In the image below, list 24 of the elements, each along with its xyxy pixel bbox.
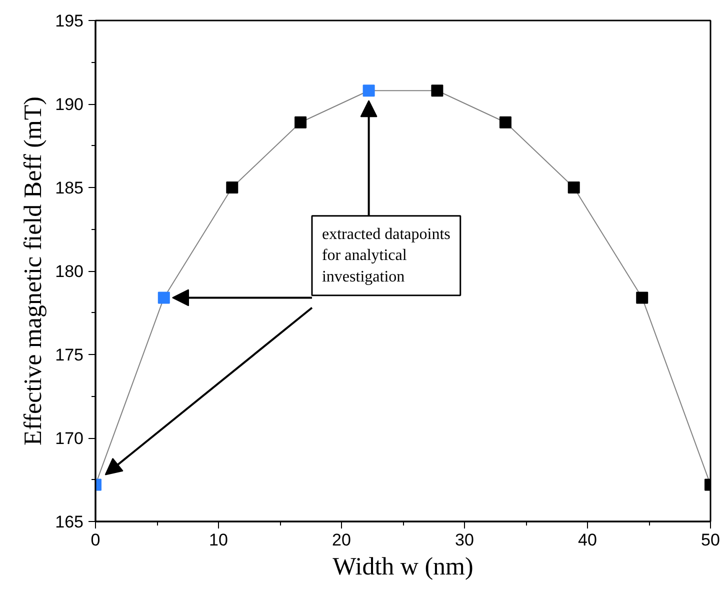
x-tick-label: 0 bbox=[90, 530, 100, 550]
point bbox=[226, 182, 238, 194]
point bbox=[158, 292, 170, 304]
point bbox=[636, 292, 648, 304]
annotation: extracted datapoints for analytical investigation bbox=[322, 226, 450, 286]
y-tick-label: 165 bbox=[55, 512, 84, 532]
x-tick-label: 20 bbox=[332, 530, 351, 550]
x-tick-label: 10 bbox=[209, 530, 228, 550]
x-tick-label: 30 bbox=[455, 530, 474, 550]
x-axis-title: Width w (nm) bbox=[332, 554, 474, 580]
x-tick-label: 40 bbox=[578, 530, 597, 550]
point bbox=[294, 116, 307, 128]
point bbox=[499, 116, 512, 128]
x-tick-label: 50 bbox=[701, 530, 720, 550]
y-tick-label: 185 bbox=[55, 178, 84, 198]
y-tick-label: 190 bbox=[55, 95, 84, 114]
point bbox=[362, 84, 375, 97]
y-tick-label: 175 bbox=[55, 346, 84, 364]
y-tick-label: 195 bbox=[55, 12, 84, 30]
point bbox=[568, 182, 580, 194]
y-axis-title: Effective magnetic field Beff (mT) bbox=[20, 96, 48, 446]
point bbox=[431, 84, 444, 97]
y-tick-label: 170 bbox=[55, 429, 84, 448]
y-tick-label: 180 bbox=[55, 262, 84, 281]
